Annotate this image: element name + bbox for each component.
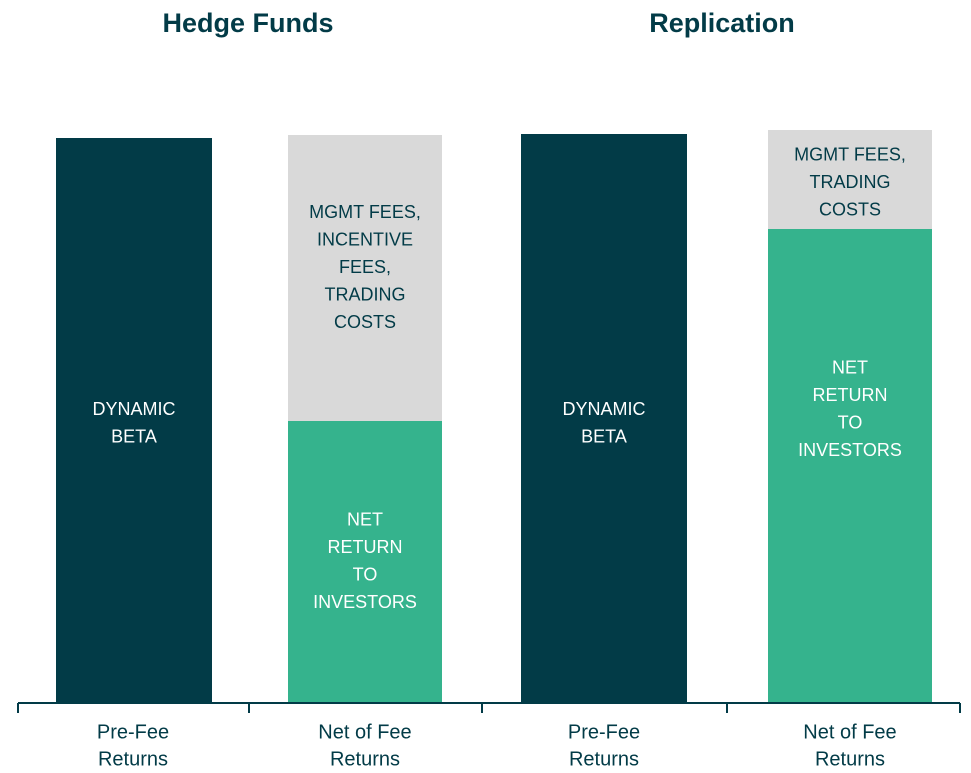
- category-label: Returns: [98, 748, 168, 770]
- bar-segment: [768, 229, 932, 702]
- category-label: Net of Fee: [803, 721, 896, 743]
- bar-segment: [768, 130, 932, 229]
- category-label: Returns: [330, 748, 400, 770]
- segment-label: INVESTORS: [313, 592, 417, 612]
- segment-label: INVESTORS: [798, 440, 902, 460]
- segment-label: DYNAMIC: [92, 399, 175, 419]
- segment-label: INCENTIVE: [317, 229, 413, 249]
- category-label: Net of Fee: [318, 721, 411, 743]
- category-label: Pre-Fee: [568, 721, 640, 743]
- segment-label: RETURN: [813, 385, 888, 405]
- segment-label: NET: [832, 358, 868, 378]
- bar-segment: [56, 138, 212, 702]
- segment-label: TO: [353, 565, 378, 585]
- bar-segment: [288, 421, 442, 702]
- segment-label: MGMT FEES,: [794, 144, 906, 164]
- segment-label: DYNAMIC: [562, 399, 645, 419]
- category-label: Pre-Fee: [97, 721, 169, 743]
- segment-label: FEES,: [339, 257, 391, 277]
- segment-label: TRADING: [325, 284, 406, 304]
- segment-label: COSTS: [334, 312, 396, 332]
- segment-label: TO: [838, 413, 863, 433]
- bar-segment: [288, 135, 442, 421]
- segment-label: MGMT FEES,: [309, 202, 421, 222]
- segment-label: NET: [347, 510, 383, 530]
- segment-label: COSTS: [819, 199, 881, 219]
- bars: DYNAMIC BETA Pre-Fee Returns NET RETURN TO INVE…: [56, 130, 932, 770]
- title: Replication: [649, 8, 795, 38]
- bar-segment: [521, 134, 687, 702]
- segment-label: BETA: [111, 427, 157, 447]
- segment-label: TRADING: [810, 172, 891, 192]
- category-label: Returns: [815, 748, 885, 770]
- segment-label: BETA: [581, 427, 627, 447]
- title: Hedge Funds: [162, 8, 333, 38]
- category-label: Returns: [569, 748, 639, 770]
- segment-label: RETURN: [328, 537, 403, 557]
